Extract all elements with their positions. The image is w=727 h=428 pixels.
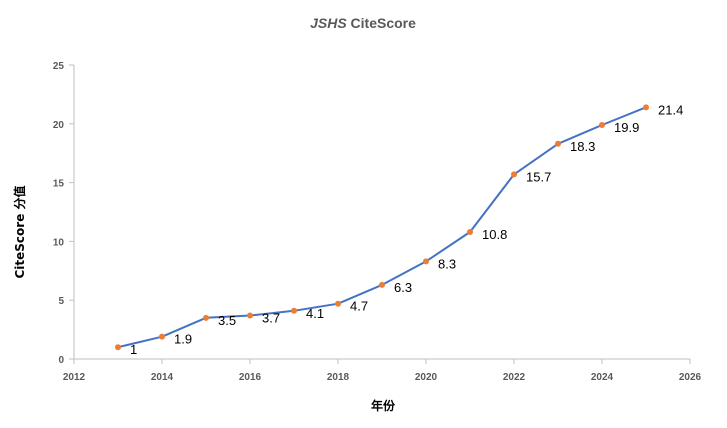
data-label: 3.5	[218, 313, 236, 328]
data-label: 10.8	[482, 227, 507, 242]
data-label: 3.7	[262, 310, 280, 325]
y-tick-label: 15	[53, 179, 65, 190]
x-axis-ticks: 2012 2014 2016 2018 2020 2022 2024 2026	[63, 359, 702, 383]
data-label: 21.4	[658, 102, 683, 117]
x-tick-label: 2014	[151, 372, 174, 383]
data-point	[643, 104, 649, 111]
data-point	[247, 312, 253, 319]
series-group	[115, 104, 649, 351]
data-point	[203, 314, 209, 321]
chart-title-rest: CiteScore	[347, 15, 416, 31]
data-point	[555, 140, 561, 147]
x-tick-label: 2026	[679, 372, 702, 383]
data-labels: 1 1.9 3.5 3.7 4.1 4.7 6.3 8.3 10.8 15.7 18.3 19.9 21…	[130, 102, 683, 357]
x-tick-label: 2018	[327, 372, 350, 383]
data-point	[291, 307, 297, 314]
x-tick-label: 2016	[239, 372, 262, 383]
data-label: 4.7	[350, 299, 368, 314]
y-axis-ticks: 0 5 10 15 20 25	[53, 61, 74, 366]
data-label: 15.7	[526, 169, 551, 184]
x-axis-title: 年份	[371, 398, 396, 413]
data-label: 6.3	[394, 280, 412, 295]
data-point	[335, 300, 341, 307]
data-point	[511, 171, 517, 178]
data-point	[423, 258, 429, 265]
x-tick-label: 2022	[503, 372, 526, 383]
data-point	[467, 228, 473, 235]
data-label: 19.9	[614, 120, 639, 135]
y-tick-label: 20	[53, 120, 65, 131]
y-tick-label: 5	[58, 296, 64, 307]
data-point	[599, 121, 605, 128]
chart-title: JSHS CiteScore	[310, 15, 416, 31]
data-label: 4.1	[306, 306, 324, 321]
data-point	[115, 344, 121, 351]
data-label: 1.9	[174, 332, 192, 347]
y-tick-label: 10	[53, 237, 65, 248]
data-point	[159, 333, 165, 340]
chart-title-italic: JSHS	[310, 15, 347, 31]
data-label: 8.3	[438, 256, 456, 271]
axes	[73, 65, 690, 360]
series-line	[117, 106, 647, 349]
y-axis-title: CiteScore 分值	[12, 185, 27, 278]
x-tick-label: 2020	[415, 372, 438, 383]
x-tick-label: 2012	[63, 372, 86, 383]
y-tick-label: 25	[53, 61, 65, 72]
x-tick-label: 2024	[591, 372, 614, 383]
data-point	[379, 281, 385, 288]
data-label: 1	[130, 342, 137, 357]
data-label: 18.3	[570, 139, 595, 154]
y-tick-label: 0	[58, 355, 64, 366]
